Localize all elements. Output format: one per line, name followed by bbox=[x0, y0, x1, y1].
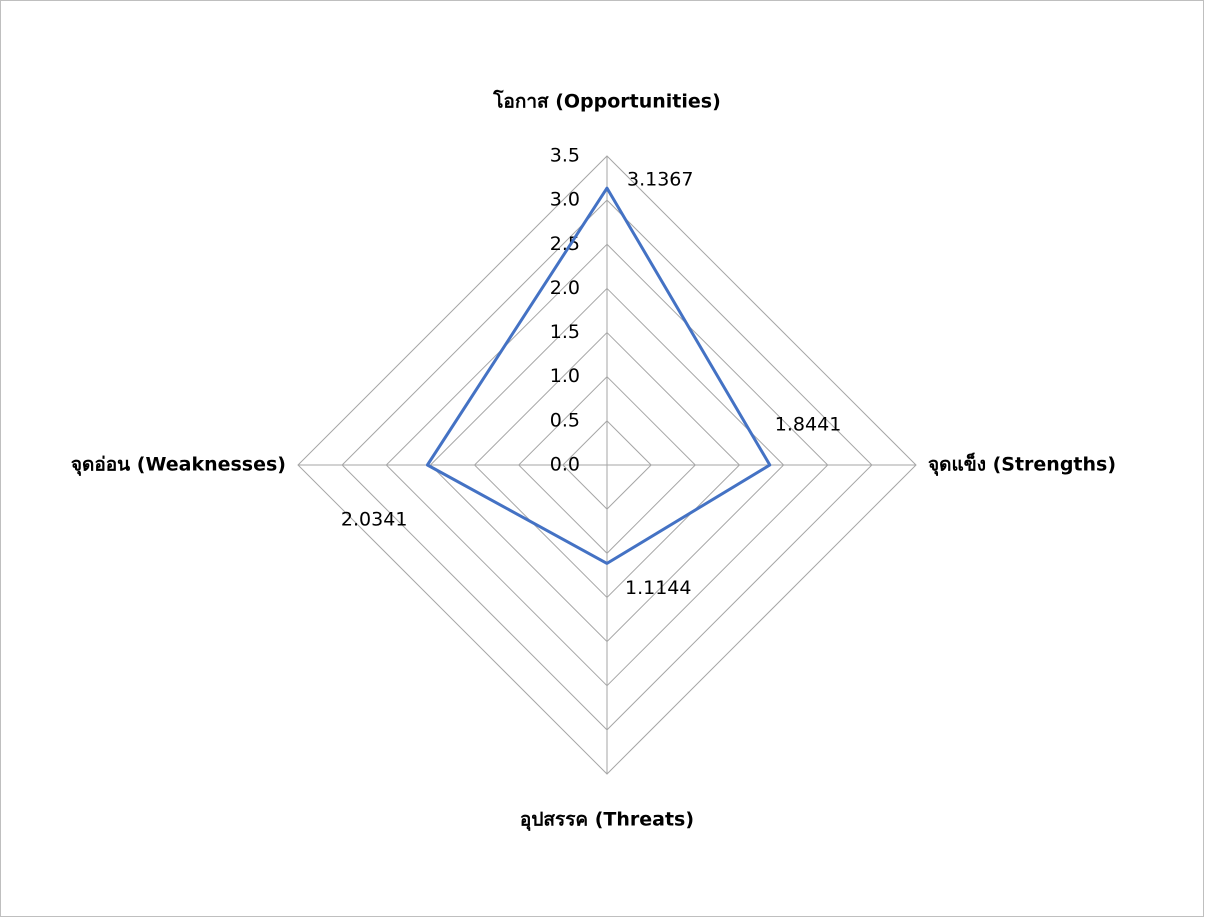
tick-label: 0.0 bbox=[550, 454, 580, 476]
data-line bbox=[425, 186, 772, 565]
tick-label: 3.0 bbox=[550, 189, 580, 211]
tick-label: 2.0 bbox=[550, 277, 580, 299]
tick-label: 2.5 bbox=[550, 233, 580, 255]
tick-label: 1.0 bbox=[550, 365, 580, 387]
tick-label: 3.5 bbox=[550, 145, 580, 167]
tick-label: 0.5 bbox=[550, 409, 580, 431]
category-label: จุดอ่อน (Weaknesses) bbox=[71, 454, 286, 477]
data-label: 3.1367 bbox=[627, 169, 693, 191]
category-label: โอกาส (Opportunities) bbox=[492, 90, 721, 113]
data-label: 2.0341 bbox=[341, 509, 407, 531]
category-label: อุปสรรค (Threats) bbox=[520, 809, 694, 832]
category-label: จุดแข็ง (Strengths) bbox=[928, 452, 1116, 477]
data-label: 1.8441 bbox=[775, 414, 841, 436]
tick-label: 1.5 bbox=[550, 321, 580, 343]
data-label: 1.1144 bbox=[625, 577, 691, 599]
